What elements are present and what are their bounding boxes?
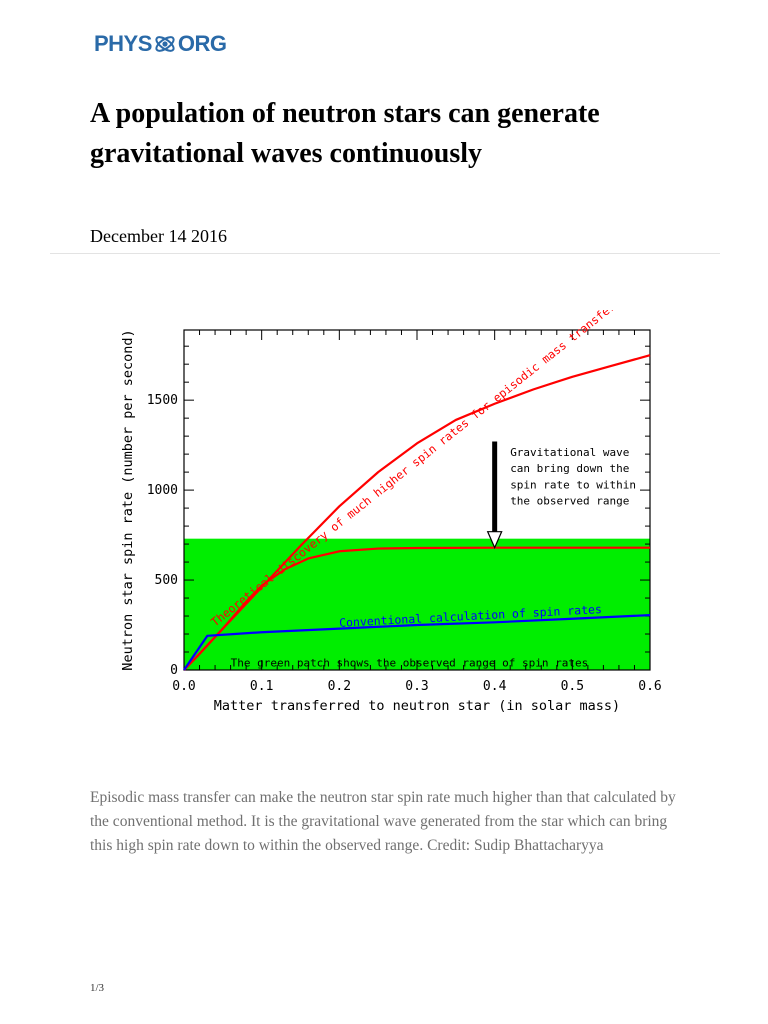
x-tick-label: 0.3 [405, 679, 428, 694]
x-tick-label: 0.4 [483, 679, 507, 694]
y-axis-label: Neutron star spin rate (number per secon… [120, 329, 136, 670]
tick-labels: 0.0 0.1 0.2 0.3 0.4 0.5 0.6 0 500 1000 1500 [147, 393, 662, 694]
plot-frame [183, 329, 651, 671]
figure-caption: Episodic mass transfer can make the neut… [90, 789, 676, 854]
x-tick-label: 0.6 [638, 679, 661, 694]
gw-note-line-3: spin rate to within [510, 478, 636, 491]
x-axis-label: Matter transferred to neutron star (in s… [214, 698, 620, 714]
gw-note-line-2: can bring down the [510, 462, 629, 475]
page-number: 1/3 [90, 982, 105, 994]
x-tick-label: 0.2 [328, 679, 351, 694]
spin-rate-figure: 0.0 0.1 0.2 0.3 0.4 0.5 0.6 0 500 1000 1500 Theore… [110, 310, 670, 730]
gw-note-line-1: Gravitational wave [510, 446, 629, 459]
atom-icon [155, 36, 175, 52]
x-tick-label: 0.0 [172, 679, 195, 694]
logo-text-right: ORG [177, 31, 227, 56]
header-divider [50, 253, 720, 254]
y-tick-label: 1500 [147, 393, 178, 408]
y-tick-label: 0 [170, 663, 178, 678]
gw-arrow-head [486, 531, 503, 550]
axis-ticks [183, 330, 651, 671]
x-tick-label: 0.5 [561, 679, 584, 694]
green-patch-label: The green patch shows the observed range… [231, 656, 589, 669]
y-tick-label: 1000 [147, 483, 178, 498]
phys-org-logo[interactable]: PHYS ORG [94, 28, 227, 60]
y-tick-label: 500 [155, 573, 178, 588]
article-title: A population of neutron stars can genera… [90, 98, 600, 169]
logo-text-left: PHYS [94, 31, 152, 56]
gw-note-line-4: the observed range [510, 494, 629, 507]
article-date: December 14 2016 [90, 226, 227, 246]
gw-arrow [486, 441, 503, 550]
x-tick-label: 0.1 [250, 679, 273, 694]
observed-range-patch [184, 538, 650, 670]
series-line-conventional [183, 614, 651, 671]
